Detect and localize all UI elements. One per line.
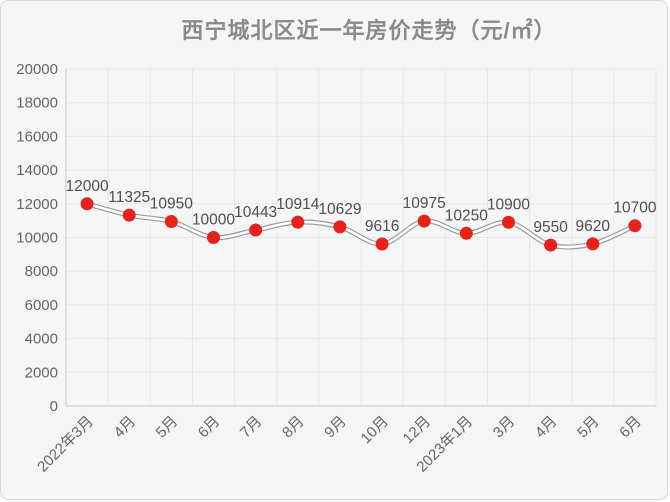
data-point-label: 10975 [403, 195, 446, 212]
x-tick-label: 3月 [490, 413, 519, 442]
x-tick-label: 2022年3月 [34, 413, 97, 476]
y-tick-label: 20000 [16, 61, 58, 78]
data-point-label: 9550 [533, 219, 568, 236]
data-point[interactable] [249, 223, 263, 237]
y-tick-label: 0 [50, 398, 58, 415]
x-tick-label: 6月 [616, 413, 645, 442]
data-point-label: 10900 [487, 196, 530, 213]
y-tick-label: 10000 [16, 230, 58, 247]
x-tick-label: 9月 [321, 413, 350, 442]
data-point-label: 10629 [318, 201, 361, 218]
data-point-label: 10443 [234, 204, 277, 221]
y-tick-label: 4000 [25, 331, 58, 348]
y-tick-label: 2000 [25, 364, 58, 381]
data-point-label: 10250 [445, 207, 488, 224]
y-tick-label: 18000 [16, 95, 58, 112]
data-point-label: 10914 [276, 196, 319, 213]
data-point-label: 10950 [150, 195, 193, 212]
y-tick-label: 16000 [16, 128, 58, 145]
y-tick-label: 12000 [16, 196, 58, 213]
data-point[interactable] [164, 214, 178, 228]
data-point[interactable] [122, 208, 136, 222]
x-tick-label: 10月 [357, 413, 391, 447]
data-point-label: 9620 [576, 218, 611, 235]
y-tick-label: 14000 [16, 162, 58, 179]
data-point-label: 10700 [613, 200, 656, 217]
data-point[interactable] [80, 197, 94, 211]
data-point-label: 10000 [192, 212, 235, 229]
chart-title: 西宁城北区近一年房价走势（元/㎡） [181, 18, 557, 43]
y-tick-label: 8000 [25, 263, 58, 280]
data-point[interactable] [417, 214, 431, 228]
y-tick-label: 6000 [25, 297, 58, 314]
x-tick-label: 12月 [400, 413, 434, 447]
data-point[interactable] [291, 215, 305, 229]
data-point[interactable] [628, 219, 642, 233]
x-tick-label: 4月 [111, 413, 140, 442]
x-tick-label: 7月 [237, 413, 266, 442]
data-point[interactable] [544, 238, 558, 252]
data-point[interactable] [459, 226, 473, 240]
x-tick-label: 8月 [279, 413, 308, 442]
data-point[interactable] [502, 215, 515, 229]
data-point[interactable] [207, 231, 220, 244]
data-point-label: 12000 [66, 178, 109, 195]
x-tick-label: 5月 [574, 413, 603, 442]
data-point[interactable] [333, 220, 347, 234]
data-point-label: 9616 [365, 218, 399, 235]
x-tick-label: 4月 [532, 413, 561, 442]
x-tick-label: 6月 [195, 413, 224, 442]
data-point[interactable] [586, 237, 600, 251]
data-point[interactable] [375, 237, 389, 251]
data-point-label: 11325 [108, 189, 150, 206]
x-tick-label: 5月 [153, 413, 182, 442]
